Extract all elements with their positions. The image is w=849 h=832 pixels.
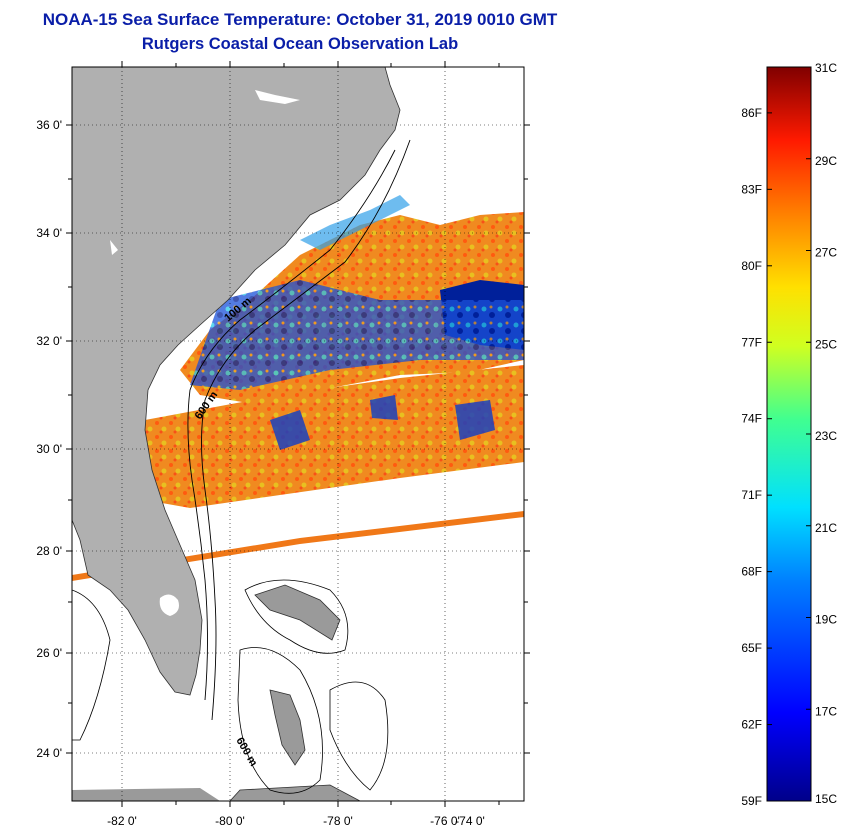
- colorbar-fahrenheit-label: 65F: [741, 641, 762, 655]
- lon-tick-label: -76 0': [430, 814, 460, 828]
- colorbar-fahrenheit-label: 62F: [741, 718, 762, 732]
- sst-coastal-fringe: [300, 195, 410, 250]
- lat-tick-label: 36 0': [36, 118, 62, 132]
- sst-mixed-band: [190, 280, 524, 390]
- sst-swath-south: [145, 365, 524, 508]
- land-mass-bahamas: [229, 584, 361, 801]
- lon-tick-label: -74 0': [455, 814, 485, 828]
- colorbar-celsius-labels: 31C 29C 27C 25C 23C 21C 19C 17C 15C: [806, 61, 837, 806]
- colorbar-celsius-label: 25C: [815, 337, 837, 351]
- lon-tick-label: -82 0': [107, 814, 137, 828]
- colorbar-celsius-label: 15C: [815, 792, 837, 806]
- colorbar-fahrenheit-label: 86F: [741, 106, 762, 120]
- land-mass-southeast-us: [72, 67, 401, 696]
- lat-tick-label: 28 0': [36, 544, 62, 558]
- colorbar-fahrenheit-label: 80F: [741, 259, 762, 273]
- sst-narrow-strip: [72, 511, 524, 581]
- colorbar-fahrenheit-label: 71F: [741, 488, 762, 502]
- lat-tick-label: 24 0': [36, 746, 62, 760]
- lat-tick-label: 30 0': [36, 442, 62, 456]
- colorbar-fahrenheit-label: 77F: [741, 335, 762, 349]
- lake-okeechobee: [159, 594, 179, 616]
- chart-title: NOAA-15 Sea Surface Temperature: October…: [42, 10, 558, 29]
- colorbar-fahrenheit-labels: 86F 83F 80F 77F 74F 71F 68F 65F 62F 59F: [741, 106, 772, 808]
- contour-bahamas-bank: [72, 579, 389, 794]
- colorbar-celsius-label: 27C: [815, 246, 837, 260]
- contour-600m: [201, 139, 411, 721]
- map-layers: [72, 67, 524, 801]
- colorbar-celsius-label: 29C: [815, 154, 837, 168]
- colorbar-celsius-label: 19C: [815, 613, 837, 627]
- longitude-labels: -82 0' -80 0' -78 0' -76 0'-74 0': [107, 814, 485, 828]
- colorbar-celsius-label: 23C: [815, 429, 837, 443]
- map-frame: [71, 66, 525, 802]
- chart-subtitle: Rutgers Coastal Ocean Observation Lab: [141, 35, 459, 53]
- contour-100m: [187, 149, 396, 701]
- sst-cold-patches-south: [270, 395, 495, 450]
- colorbar-fahrenheit-label: 74F: [741, 412, 762, 426]
- lat-tick-label: 32 0': [36, 334, 62, 348]
- land-mass-cuba-edge: [72, 788, 220, 801]
- colorbar-fahrenheit-label: 68F: [741, 565, 762, 579]
- lon-tick-label: -78 0': [323, 814, 353, 828]
- colorbar: [766, 66, 812, 802]
- lon-tick-label: -80 0': [215, 814, 245, 828]
- lat-tick-label: 26 0': [36, 646, 62, 660]
- colorbar-celsius-label: 21C: [815, 521, 837, 535]
- lat-tick-label: 34 0': [36, 226, 62, 240]
- colorbar-celsius-label: 17C: [815, 704, 837, 718]
- latitude-labels: 36 0' 34 0' 32 0' 30 0' 28 0' 26 0' 24 0': [36, 118, 62, 760]
- colorbar-celsius-label: 31C: [815, 61, 837, 75]
- colorbar-fahrenheit-label: 59F: [741, 794, 762, 808]
- graticule: [66, 61, 530, 807]
- colorbar-fahrenheit-label: 83F: [741, 182, 762, 196]
